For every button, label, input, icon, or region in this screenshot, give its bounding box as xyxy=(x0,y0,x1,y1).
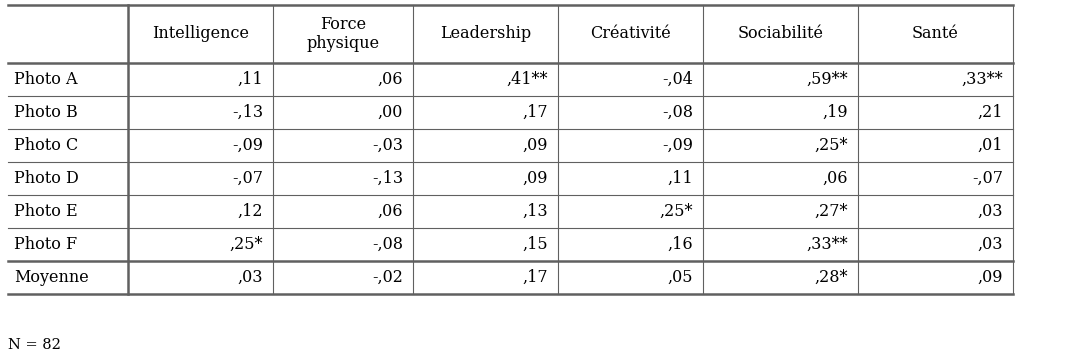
Text: Photo B: Photo B xyxy=(14,104,78,121)
Text: ,03: ,03 xyxy=(237,269,263,286)
Text: -,07: -,07 xyxy=(972,170,1003,187)
Text: Sociabilité: Sociabilité xyxy=(737,26,824,42)
Text: Photo F: Photo F xyxy=(14,236,77,253)
Text: ,28*: ,28* xyxy=(814,269,848,286)
Text: Intelligence: Intelligence xyxy=(152,26,249,42)
Text: ,00: ,00 xyxy=(377,104,403,121)
Text: ,09: ,09 xyxy=(523,137,548,154)
Text: Santé: Santé xyxy=(912,26,959,42)
Text: ,25*: ,25* xyxy=(814,137,848,154)
Text: ,11: ,11 xyxy=(237,71,263,88)
Text: ,15: ,15 xyxy=(523,236,548,253)
Text: Leadership: Leadership xyxy=(440,26,532,42)
Text: Moyenne: Moyenne xyxy=(14,269,89,286)
Text: Photo D: Photo D xyxy=(14,170,78,187)
Text: -,08: -,08 xyxy=(662,104,694,121)
Text: ,12: ,12 xyxy=(237,203,263,220)
Text: -,13: -,13 xyxy=(232,104,263,121)
Text: ,11: ,11 xyxy=(667,170,694,187)
Text: Photo E: Photo E xyxy=(14,203,77,220)
Text: ,06: ,06 xyxy=(377,203,403,220)
Text: -,09: -,09 xyxy=(232,137,263,154)
Text: ,09: ,09 xyxy=(523,170,548,187)
Text: -,13: -,13 xyxy=(372,170,403,187)
Text: N = 82: N = 82 xyxy=(8,338,61,351)
Text: ,41**: ,41** xyxy=(507,71,548,88)
Text: ,25*: ,25* xyxy=(229,236,263,253)
Text: -,03: -,03 xyxy=(372,137,403,154)
Text: -,04: -,04 xyxy=(662,71,694,88)
Text: ,16: ,16 xyxy=(667,236,694,253)
Text: ,13: ,13 xyxy=(523,203,548,220)
Text: -,02: -,02 xyxy=(372,269,403,286)
Text: ,59**: ,59** xyxy=(807,71,848,88)
Text: ,25*: ,25* xyxy=(660,203,694,220)
Text: -,07: -,07 xyxy=(232,170,263,187)
Text: ,33**: ,33** xyxy=(961,71,1003,88)
Text: ,03: ,03 xyxy=(977,236,1003,253)
Text: -,09: -,09 xyxy=(662,137,694,154)
Text: ,01: ,01 xyxy=(977,137,1003,154)
Text: ,19: ,19 xyxy=(823,104,848,121)
Text: ,06: ,06 xyxy=(823,170,848,187)
Text: ,06: ,06 xyxy=(377,71,403,88)
Text: Créativité: Créativité xyxy=(590,26,671,42)
Text: ,17: ,17 xyxy=(523,104,548,121)
Text: ,05: ,05 xyxy=(667,269,694,286)
Text: ,27*: ,27* xyxy=(814,203,848,220)
Text: Force
physique: Force physique xyxy=(307,16,379,52)
Text: ,03: ,03 xyxy=(977,203,1003,220)
Text: ,09: ,09 xyxy=(977,269,1003,286)
Text: ,17: ,17 xyxy=(523,269,548,286)
Text: Photo C: Photo C xyxy=(14,137,78,154)
Text: Photo A: Photo A xyxy=(14,71,77,88)
Text: ,33**: ,33** xyxy=(807,236,848,253)
Text: ,21: ,21 xyxy=(977,104,1003,121)
Text: -,08: -,08 xyxy=(372,236,403,253)
